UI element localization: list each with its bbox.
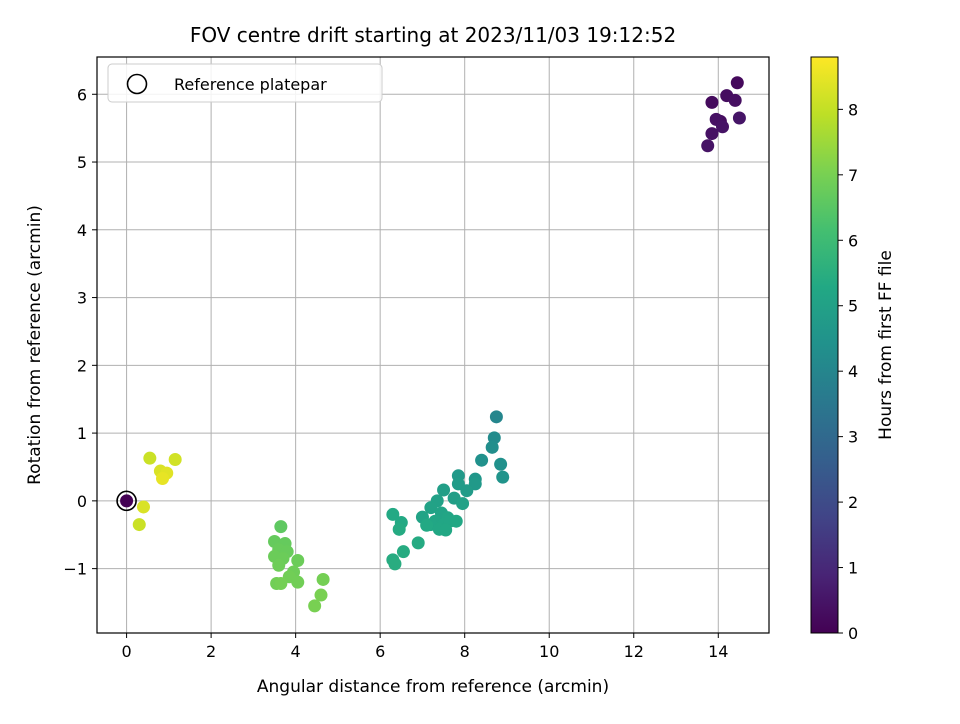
- scatter-point: [439, 523, 453, 537]
- scatter-point: [316, 572, 330, 586]
- scatter-point: [716, 120, 730, 134]
- chart-title: FOV centre drift starting at 2023/11/03 …: [190, 23, 676, 47]
- x-tick-label: 12: [624, 642, 644, 661]
- colorbar-tick-label: 0: [848, 624, 858, 643]
- scatter-point: [705, 127, 719, 141]
- legend-reference-marker: [126, 73, 148, 95]
- y-tick-label: 4: [77, 221, 87, 240]
- y-tick-label: 0: [77, 492, 87, 511]
- scatter-point: [156, 471, 170, 485]
- colorbar-label: Hours from first FF file: [876, 250, 896, 440]
- scatter-point: [274, 520, 288, 534]
- scatter-point: [728, 93, 742, 107]
- y-tick-label: 6: [77, 85, 87, 104]
- scatter-point: [701, 139, 715, 153]
- scatter-point: [168, 453, 182, 467]
- colorbar-tick-label: 8: [848, 100, 858, 119]
- scatter-point: [732, 111, 746, 125]
- legend-label-reference: Reference platepar: [174, 75, 327, 94]
- colorbar-ticks: 0 1 2 3 4 5 6 7 8: [838, 100, 858, 643]
- scatter-point: [437, 483, 451, 497]
- y-axis-label: Rotation from reference (arcmin): [25, 205, 45, 485]
- scatter-point: [411, 536, 425, 550]
- colorbar: [810, 56, 839, 634]
- reference-marker: [116, 490, 137, 512]
- scatter-point: [291, 553, 305, 567]
- y-tick-label: 2: [77, 356, 87, 375]
- colorbar-tick-label: 3: [848, 428, 858, 447]
- x-tick-label: 8: [460, 642, 470, 661]
- y-axis-ticks: −1 0 1 2 3 4 5 6: [63, 85, 97, 579]
- x-tick-label: 2: [206, 642, 216, 661]
- colorbar-tick-label: 7: [848, 166, 858, 185]
- y-tick-label: 1: [77, 424, 87, 443]
- x-tick-label: 6: [375, 642, 385, 661]
- scatter-point: [496, 470, 510, 484]
- scatter-point: [308, 599, 322, 613]
- scatter-point: [396, 545, 410, 559]
- scatter-point: [420, 518, 434, 532]
- colorbar-tick-label: 4: [848, 362, 858, 381]
- scatter-point: [386, 507, 400, 521]
- scatter-point: [120, 494, 134, 508]
- colorbar-tick-label: 6: [848, 231, 858, 250]
- scatter-point: [485, 440, 499, 454]
- colorbar-tick-label: 1: [848, 559, 858, 578]
- y-tick-label: 3: [77, 289, 87, 308]
- scatter-point: [489, 410, 503, 424]
- scatter-point: [449, 514, 463, 528]
- scatter-point: [274, 577, 288, 591]
- y-tick-label: 5: [77, 153, 87, 172]
- scatter-point: [705, 95, 719, 109]
- x-axis-label: Angular distance from reference (arcmin): [257, 677, 609, 697]
- x-axis-ticks: 0 2 4 6 8 10 12 14: [121, 633, 728, 661]
- scatter-point: [494, 457, 508, 471]
- legend-box: [107, 63, 383, 103]
- scatter-point: [460, 484, 474, 498]
- scatter-point: [392, 522, 406, 536]
- x-tick-label: 14: [708, 642, 728, 661]
- scatter-point: [291, 575, 305, 589]
- x-tick-label: 0: [121, 642, 131, 661]
- x-tick-label: 10: [539, 642, 559, 661]
- scatter-point: [475, 453, 489, 467]
- scatter-point: [272, 558, 286, 572]
- grid-lines: [97, 57, 769, 633]
- reference-platepar-point: [116, 490, 137, 512]
- scatter-point: [424, 501, 438, 515]
- colorbar-tick-label: 2: [848, 493, 858, 512]
- legend: Reference platepar: [107, 63, 383, 103]
- colorbar-tick-label: 5: [848, 297, 858, 316]
- x-tick-label: 4: [291, 642, 301, 661]
- scatter-point: [456, 497, 470, 511]
- y-tick-label: −1: [63, 560, 87, 579]
- plot-area: [97, 57, 769, 633]
- scatter-points: [120, 76, 746, 613]
- scatter-point: [388, 557, 402, 571]
- plot-frame: [96, 56, 770, 634]
- scatter-point: [136, 500, 150, 514]
- scatter-point: [314, 588, 328, 602]
- scatter-point: [132, 518, 146, 532]
- scatter-point: [730, 76, 744, 90]
- scatter-point: [143, 451, 157, 465]
